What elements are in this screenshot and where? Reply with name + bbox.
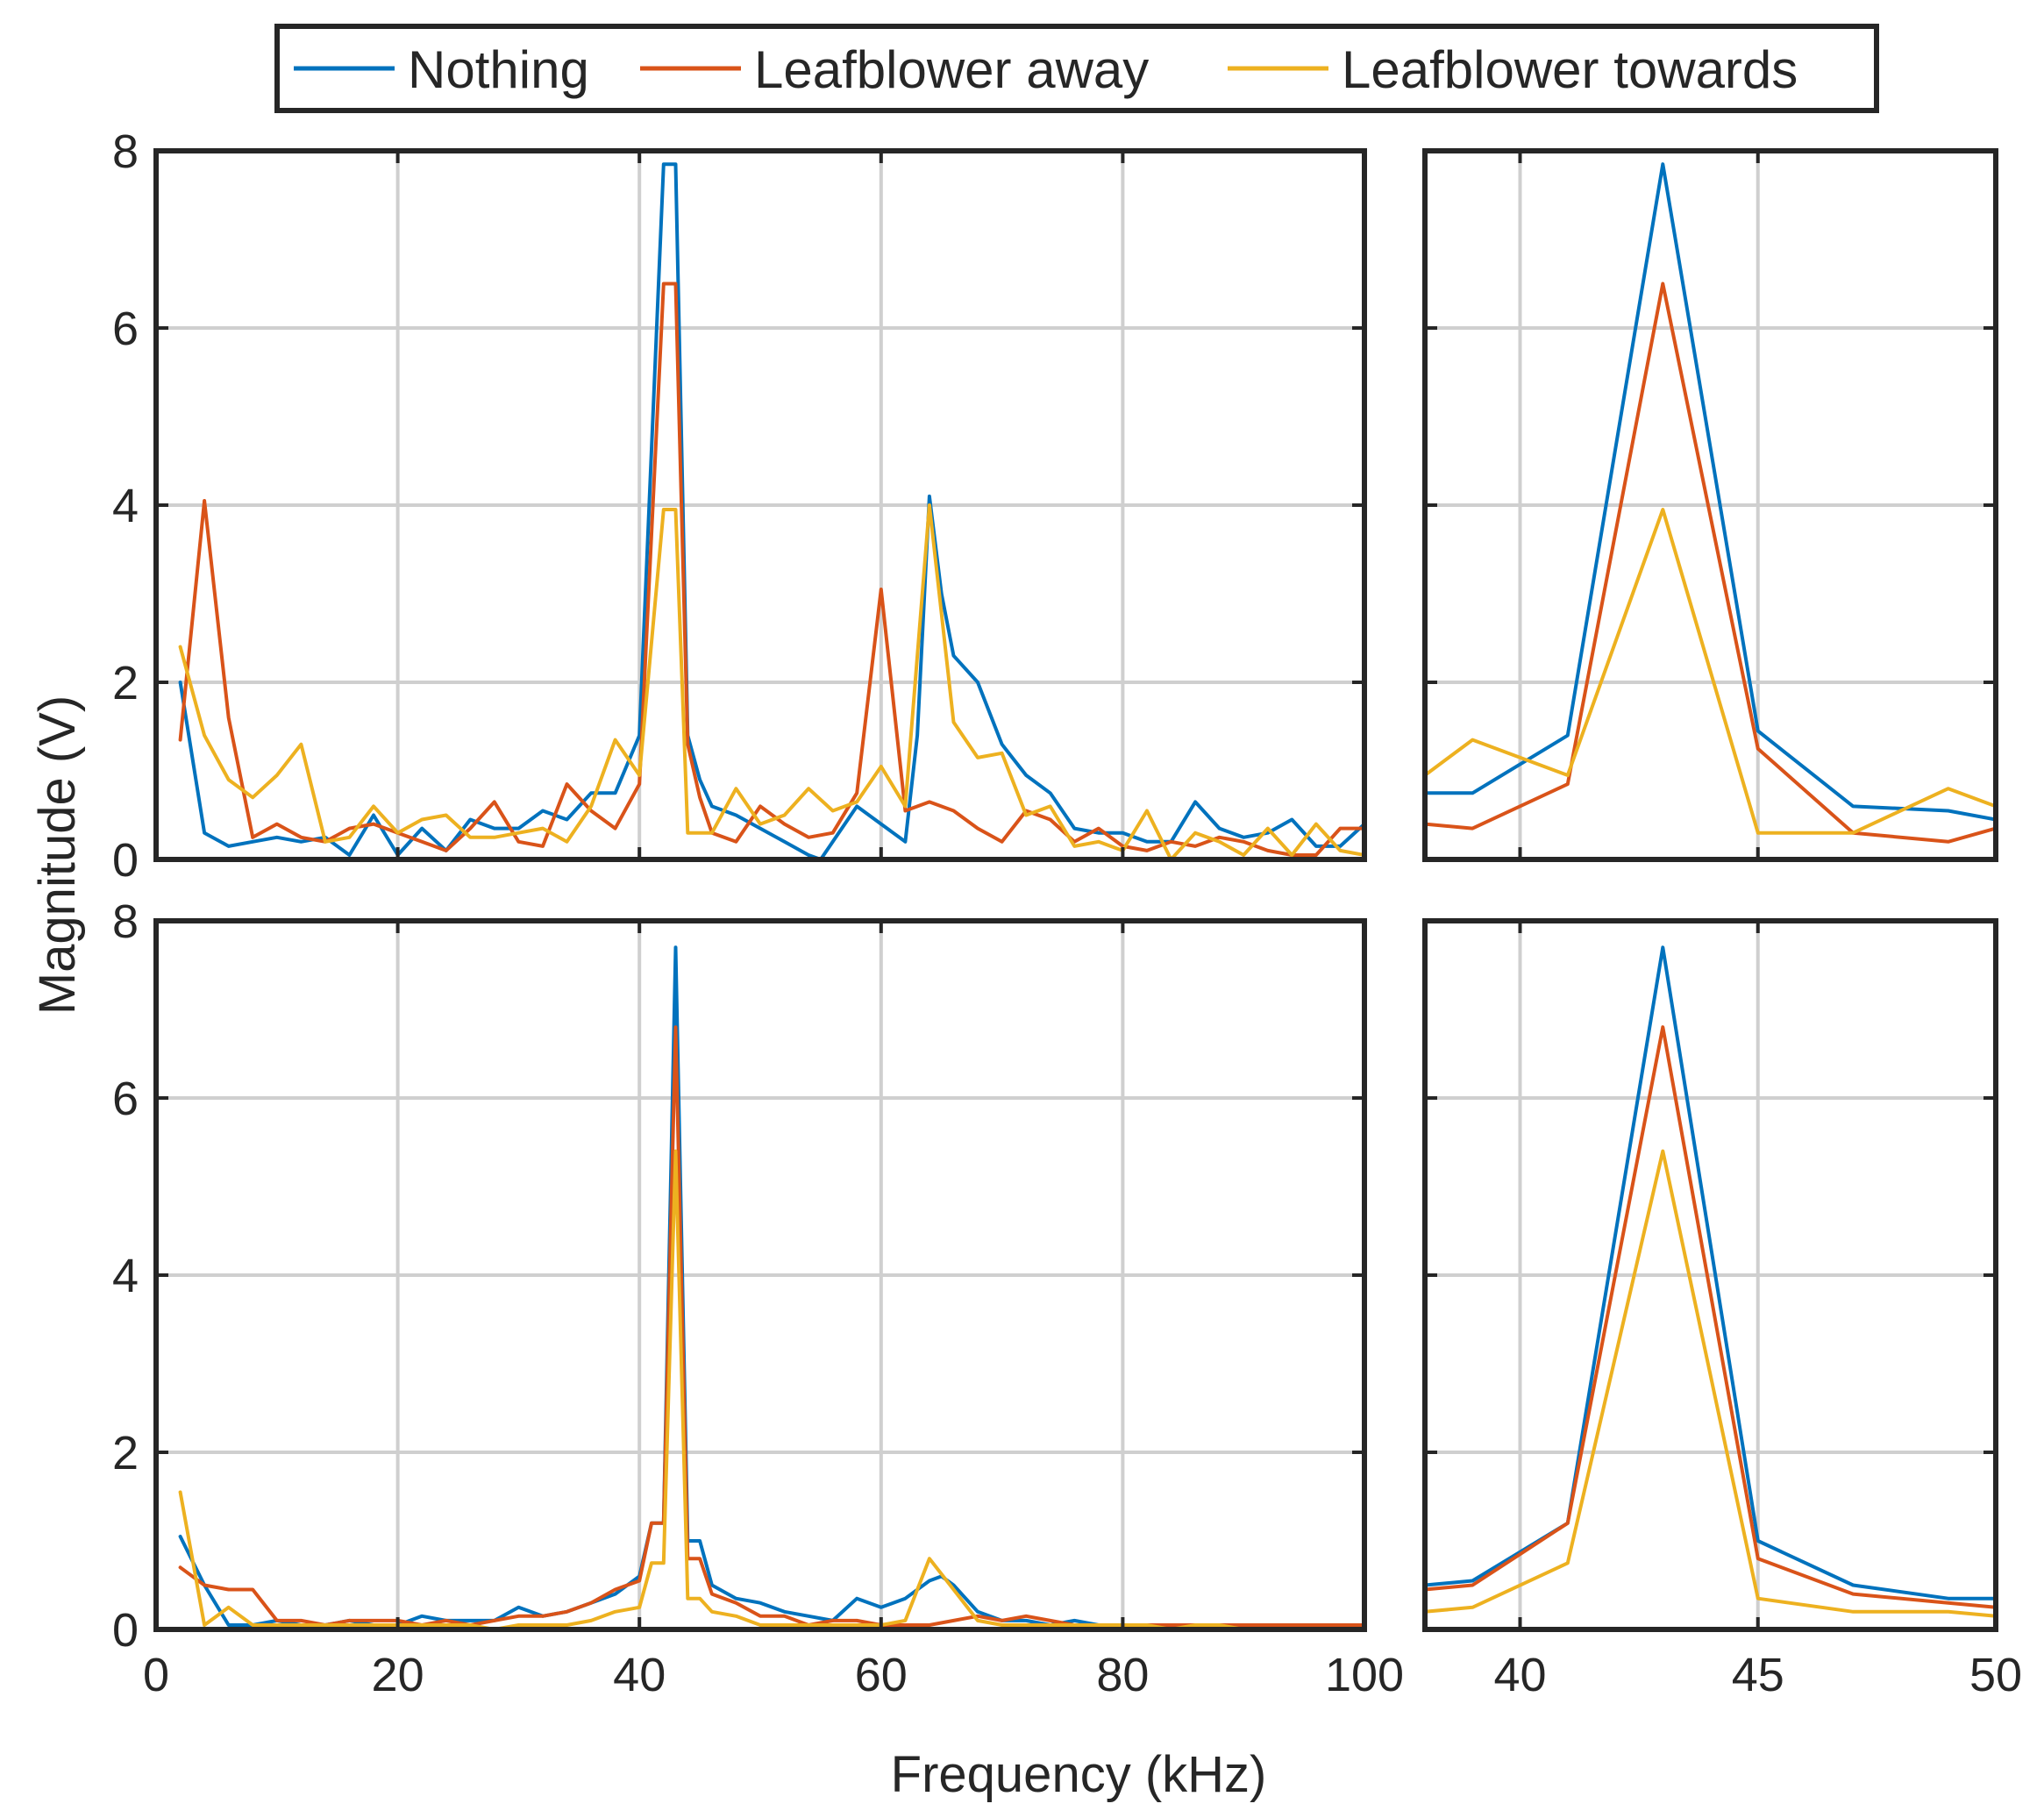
series-line-leafblower-towards [1425,1149,1996,1618]
series-line-leafblower-away [1425,1025,1996,1609]
y-tick-label: 2 [112,1427,139,1479]
panel-top-full: 0 2 4 6 8 [112,125,1367,887]
x-axis-label: Frequency (kHz) [891,1746,1267,1803]
plot-frame [153,918,1367,1632]
legend: Nothing Leafblower away Leafblower towar… [274,24,1879,113]
series-line-nothing [1425,945,1996,1601]
legend-label-leafblower-towards: Leafblower towards [1342,40,1798,99]
y-tick-label: 4 [112,480,139,532]
panel-bottom-full: 0 20 40 60 80 100 0 2 4 6 8 [112,895,1404,1701]
y-axis-label: Magnitude (V) [29,695,86,1015]
y-tick-label: 8 [112,125,139,178]
x-tick-label: 40 [1493,1649,1546,1701]
y-tick-label: 8 [112,895,139,948]
legend-label-leafblower-away: Leafblower away [754,40,1149,99]
x-tick-label: 60 [855,1649,908,1701]
series-line-leafblower-away [178,282,1364,857]
legend-box [274,24,1879,113]
panel-bottom-zoom: 40 45 50 [1422,918,2022,1701]
x-tick-label: 0 [143,1649,169,1701]
x-tick-label: 45 [1732,1649,1784,1701]
x-tick-label: 100 [1325,1649,1404,1701]
x-tick-label: 20 [372,1649,424,1701]
y-tick-label: 4 [112,1250,139,1302]
x-tick-label: 40 [613,1649,666,1701]
y-tick-label: 0 [112,834,139,887]
plot-frame [1422,918,1998,1632]
series-line-leafblower-away [1425,282,1996,844]
series-line-leafblower-towards [178,1149,1364,1629]
series-line-nothing [1425,162,1996,822]
y-tick-label: 6 [112,1073,139,1125]
plot-frame [153,148,1367,862]
x-tick-label: 50 [1969,1649,2022,1701]
x-tick-label: 80 [1096,1649,1149,1701]
legend-label-nothing: Nothing [408,40,589,99]
series-line-leafblower-towards [1425,508,1996,835]
series-line-leafblower-towards [178,503,1364,859]
y-tick-label: 6 [112,303,139,355]
panel-top-zoom [1422,148,1998,862]
y-tick-label: 2 [112,657,139,709]
y-tick-label: 0 [112,1604,139,1657]
plot-frame [1422,148,1998,862]
